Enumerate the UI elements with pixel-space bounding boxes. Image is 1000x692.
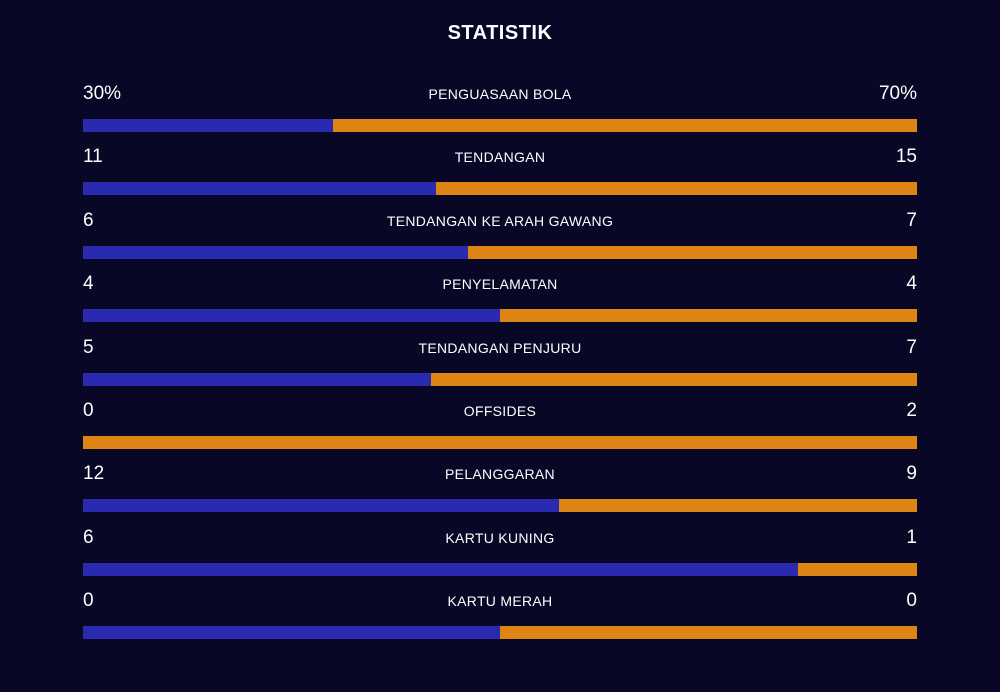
home-bar bbox=[83, 182, 436, 196]
home-bar bbox=[83, 119, 334, 132]
away-bar bbox=[430, 372, 917, 386]
stat-label: PELANGGARAN bbox=[445, 466, 555, 483]
stat-row: OFFSIDES 0 2 bbox=[83, 397, 917, 460]
away-bar bbox=[559, 499, 917, 513]
stat-bar bbox=[83, 245, 917, 259]
stat-bar bbox=[83, 499, 917, 513]
away-value: 9 bbox=[906, 463, 917, 485]
stat-values: OFFSIDES 0 2 bbox=[83, 397, 917, 425]
stat-bar bbox=[83, 435, 917, 449]
stat-row: PENYELAMATAN 4 4 bbox=[83, 270, 917, 333]
away-bar bbox=[500, 309, 917, 323]
away-value: 4 bbox=[906, 273, 917, 295]
away-bar bbox=[333, 119, 917, 132]
away-bar bbox=[797, 562, 917, 576]
away-value: 0 bbox=[906, 590, 917, 612]
away-bar bbox=[500, 626, 917, 640]
stat-row: KARTU KUNING 6 1 bbox=[83, 524, 917, 587]
stats-list: PENGUASAAN BOLA 30% 70% TENDANGAN 11 15 TENDAN… bbox=[83, 80, 917, 651]
stat-values: PENYELAMATAN 4 4 bbox=[83, 270, 917, 298]
stat-values: PENGUASAAN BOLA 30% 70% bbox=[83, 80, 917, 108]
stat-row: TENDANGAN KE ARAH GAWANG 6 7 bbox=[83, 207, 917, 270]
stat-label: PENYELAMATAN bbox=[442, 276, 558, 293]
away-bar bbox=[435, 182, 917, 196]
stat-bar bbox=[83, 626, 917, 640]
stat-row: KARTU MERAH 0 0 bbox=[83, 587, 917, 650]
home-value: 30% bbox=[83, 83, 122, 104]
stat-values: TENDANGAN PENJURU 5 7 bbox=[83, 334, 917, 362]
stat-row: TENDANGAN 11 15 bbox=[83, 143, 917, 206]
away-value: 1 bbox=[906, 526, 917, 548]
away-value: 7 bbox=[906, 336, 917, 358]
stat-bar bbox=[83, 182, 917, 196]
home-bar bbox=[83, 245, 469, 259]
home-value: 11 bbox=[83, 146, 103, 168]
stat-values: PELANGGARAN 12 9 bbox=[83, 460, 917, 488]
stat-label: KARTU MERAH bbox=[447, 593, 553, 610]
stat-values: TENDANGAN KE ARAH GAWANG 6 7 bbox=[83, 207, 917, 235]
away-value: 70% bbox=[878, 83, 917, 104]
home-bar bbox=[83, 626, 500, 640]
home-value: 12 bbox=[83, 463, 105, 485]
away-value: 15 bbox=[895, 146, 917, 168]
stat-bar bbox=[83, 309, 917, 323]
stat-values: KARTU KUNING 6 1 bbox=[83, 524, 917, 552]
stat-label: TENDANGAN PENJURU bbox=[418, 339, 582, 356]
stat-row: PENGUASAAN BOLA 30% 70% bbox=[83, 80, 917, 143]
stat-row: PELANGGARAN 12 9 bbox=[83, 460, 917, 523]
stat-label: KARTU KUNING bbox=[445, 529, 555, 546]
away-value: 7 bbox=[906, 209, 917, 231]
stat-values: TENDANGAN 11 15 bbox=[83, 143, 917, 171]
away-bar bbox=[83, 435, 917, 449]
stat-label: TENDANGAN KE ARAH GAWANG bbox=[386, 212, 614, 229]
home-bar bbox=[83, 562, 798, 576]
stat-label: OFFSIDES bbox=[463, 402, 537, 419]
stat-row: TENDANGAN PENJURU 5 7 bbox=[83, 334, 917, 397]
home-value: 6 bbox=[83, 209, 94, 231]
stat-bar bbox=[83, 372, 917, 386]
home-bar bbox=[83, 309, 500, 323]
home-value: 5 bbox=[83, 336, 94, 358]
home-value: 6 bbox=[83, 526, 94, 548]
home-bar bbox=[83, 499, 560, 513]
page-title: STATISTIK bbox=[447, 22, 553, 44]
home-value: 0 bbox=[83, 590, 94, 612]
away-value: 2 bbox=[906, 399, 917, 421]
stat-label: TENDANGAN bbox=[454, 149, 546, 166]
stat-bar bbox=[83, 562, 917, 576]
stat-values: KARTU MERAH 0 0 bbox=[83, 587, 917, 615]
home-bar bbox=[83, 372, 431, 386]
home-value: 4 bbox=[83, 273, 94, 295]
stat-bar bbox=[83, 119, 917, 132]
home-value: 0 bbox=[83, 399, 94, 421]
away-bar bbox=[468, 245, 917, 259]
stat-label: PENGUASAAN BOLA bbox=[428, 86, 572, 102]
